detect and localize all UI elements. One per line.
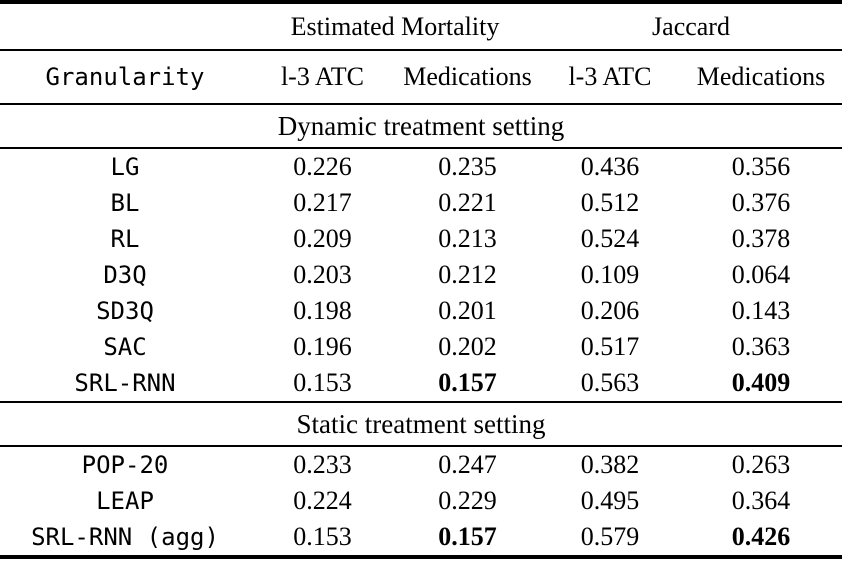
cell-value: 0.202 bbox=[438, 332, 497, 361]
cell-value: 0.376 bbox=[731, 188, 791, 217]
cell-value: 0.229 bbox=[438, 486, 497, 515]
cell-value: 0.382 bbox=[580, 450, 640, 479]
cell-value: 0.426 bbox=[731, 522, 791, 551]
row-label: BL bbox=[110, 189, 140, 217]
table-row: BL 0.217 0.221 0.512 0.376 bbox=[0, 185, 842, 221]
group-header-spacer bbox=[0, 2, 250, 50]
cell-value: 0.356 bbox=[731, 152, 791, 181]
table-row: LEAP 0.224 0.229 0.495 0.364 bbox=[0, 483, 842, 519]
column-header-medications-mortality: Medications bbox=[403, 62, 532, 91]
table-row: POP-20 0.233 0.247 0.382 0.263 bbox=[0, 446, 842, 483]
row-label: POP-20 bbox=[81, 451, 169, 479]
cell-value: 0.563 bbox=[580, 368, 640, 397]
cell-value: 0.495 bbox=[580, 486, 640, 515]
table-row: SRL-RNN 0.153 0.157 0.563 0.409 bbox=[0, 365, 842, 402]
cell-value: 0.201 bbox=[438, 296, 497, 325]
cell-value: 0.153 bbox=[293, 522, 352, 551]
row-label: LG bbox=[110, 153, 140, 181]
cell-value: 0.209 bbox=[293, 224, 352, 253]
row-label: SRL-RNN (agg) bbox=[31, 523, 219, 551]
cell-value: 0.436 bbox=[580, 152, 640, 181]
column-header-l3atc-mortality: l-3 ATC bbox=[280, 62, 365, 91]
cell-value: 0.235 bbox=[438, 152, 497, 181]
group-header-row: Estimated Mortality Jaccard bbox=[0, 2, 842, 50]
row-label: SD3Q bbox=[96, 297, 154, 325]
cell-value: 0.579 bbox=[580, 522, 640, 551]
cell-value: 0.224 bbox=[293, 486, 352, 515]
column-header-l3atc-jaccard: l-3 ATC bbox=[568, 62, 652, 91]
group-header-jaccard: Jaccard bbox=[652, 11, 730, 41]
row-label: LEAP bbox=[96, 487, 154, 515]
row-label: SRL-RNN bbox=[74, 369, 176, 397]
column-header-row: Granularity l-3 ATC Medications l-3 ATC … bbox=[0, 50, 842, 104]
cell-value: 0.157 bbox=[438, 368, 497, 397]
cell-value: 0.203 bbox=[293, 260, 352, 289]
group-header-estimated-mortality: Estimated Mortality bbox=[290, 11, 500, 41]
cell-value: 0.378 bbox=[731, 224, 791, 253]
cell-value: 0.143 bbox=[731, 296, 791, 325]
cell-value: 0.198 bbox=[293, 296, 352, 325]
table-row: SRL-RNN (agg) 0.153 0.157 0.579 0.426 bbox=[0, 519, 842, 557]
cell-value: 0.064 bbox=[731, 260, 791, 289]
cell-value: 0.196 bbox=[293, 332, 352, 361]
cell-value: 0.157 bbox=[438, 522, 497, 551]
table-row: SAC 0.196 0.202 0.517 0.363 bbox=[0, 329, 842, 365]
row-label: SAC bbox=[103, 333, 147, 361]
cell-value: 0.217 bbox=[293, 188, 352, 217]
cell-value: 0.517 bbox=[580, 332, 640, 361]
row-label: D3Q bbox=[103, 261, 147, 289]
table-row: SD3Q 0.198 0.201 0.206 0.143 bbox=[0, 293, 842, 329]
cell-value: 0.363 bbox=[731, 332, 791, 361]
cell-value: 0.263 bbox=[731, 450, 791, 479]
column-header-granularity: Granularity bbox=[45, 63, 205, 91]
cell-value: 0.212 bbox=[438, 260, 497, 289]
cell-value: 0.409 bbox=[731, 368, 791, 397]
cell-value: 0.512 bbox=[580, 188, 640, 217]
cell-value: 0.226 bbox=[293, 152, 352, 181]
section-header-static: Static treatment setting bbox=[0, 402, 842, 446]
cell-value: 0.221 bbox=[438, 188, 497, 217]
column-header-medications-jaccard: Medications bbox=[696, 62, 826, 91]
cell-value: 0.247 bbox=[438, 450, 497, 479]
cell-value: 0.524 bbox=[580, 224, 640, 253]
table-row: LG 0.226 0.235 0.436 0.356 bbox=[0, 148, 842, 185]
cell-value: 0.109 bbox=[580, 260, 640, 289]
cell-value: 0.206 bbox=[580, 296, 640, 325]
cell-value: 0.213 bbox=[438, 224, 497, 253]
table-row: D3Q 0.203 0.212 0.109 0.064 bbox=[0, 257, 842, 293]
section-title: Static treatment setting bbox=[296, 408, 546, 439]
cell-value: 0.153 bbox=[293, 368, 352, 397]
section-title: Dynamic treatment setting bbox=[277, 110, 565, 141]
table-row: RL 0.209 0.213 0.524 0.378 bbox=[0, 221, 842, 257]
cell-value: 0.233 bbox=[293, 450, 352, 479]
row-label: RL bbox=[110, 225, 140, 253]
cell-value: 0.364 bbox=[731, 486, 791, 515]
section-header-dynamic: Dynamic treatment setting bbox=[0, 104, 842, 148]
